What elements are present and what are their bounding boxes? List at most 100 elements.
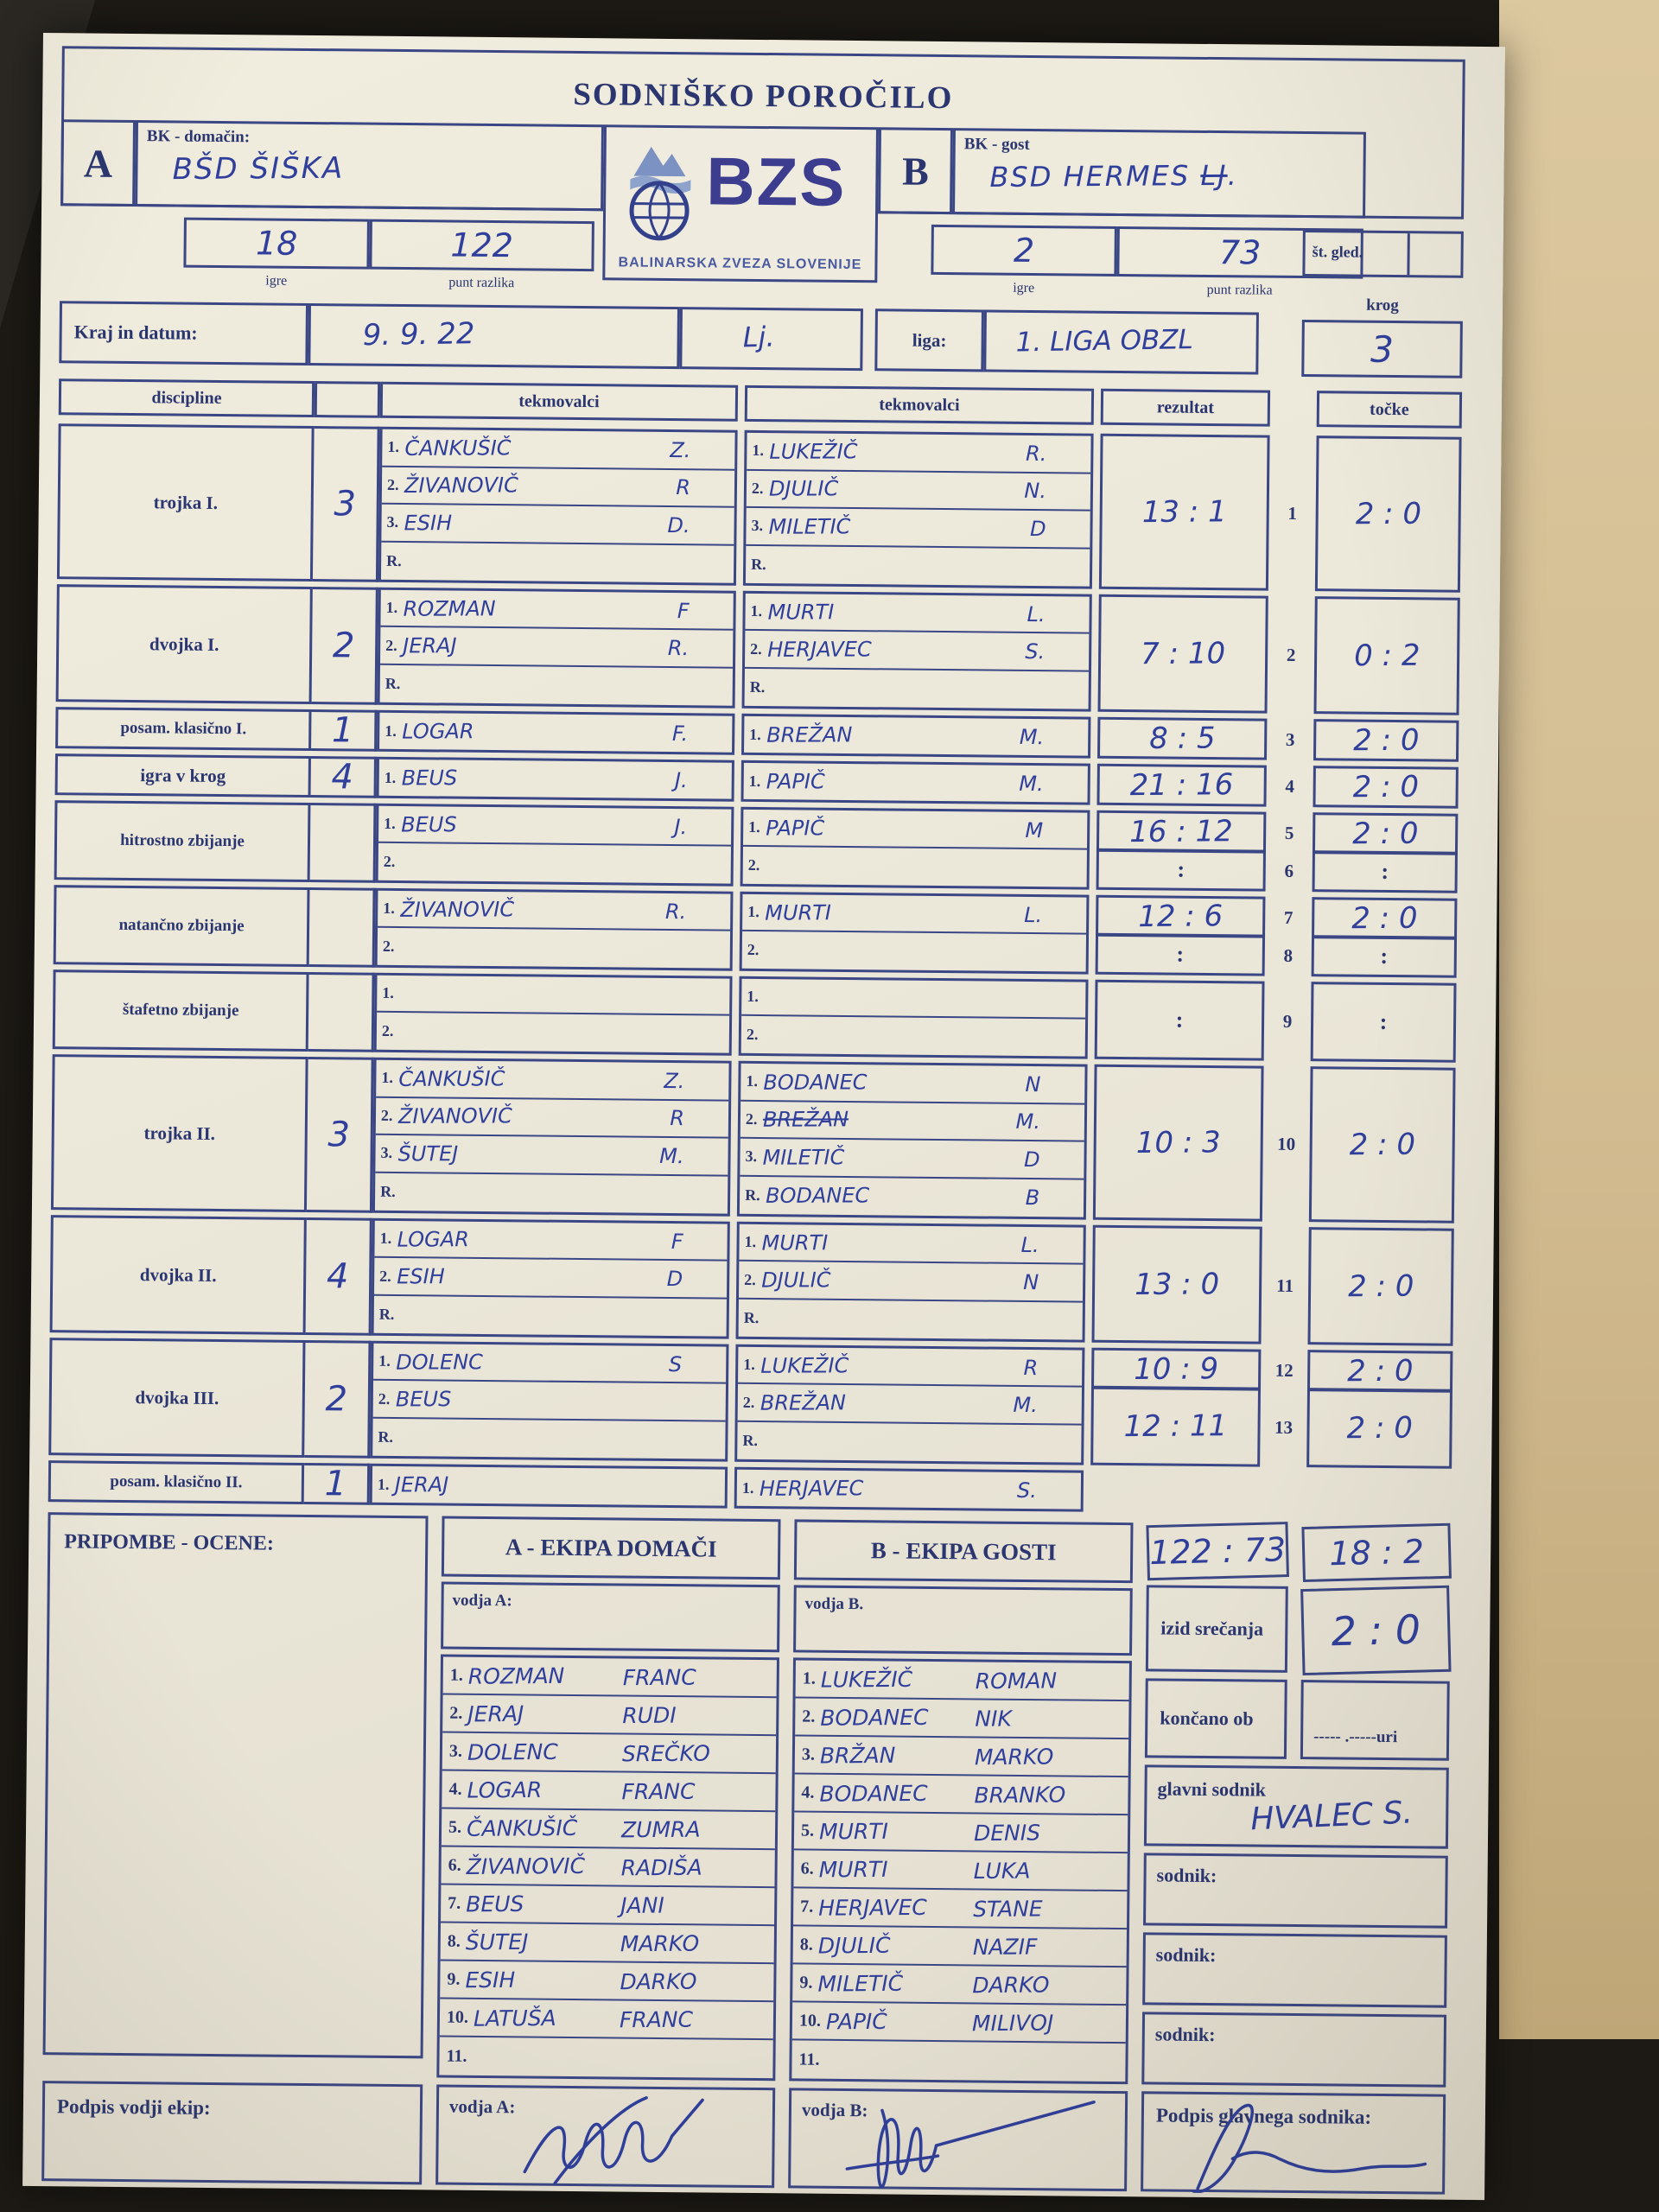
roster-b-player-firstname: NIK: [975, 1705, 1013, 1732]
team-a-player-surname: JERAJ: [402, 633, 457, 658]
roster-b-player-surname: LUKEŽIČ: [820, 1666, 913, 1693]
roster-b-player-surname: PAPIČ: [825, 2008, 887, 2034]
team-b-club-box: BK - gost BSD HERMES LJ.: [952, 128, 1366, 219]
roster-a-player-row: 8. ŠUTEJ MARKO: [440, 1923, 775, 1965]
paper-form: SODNIŠKO POROČILO A BK - domačin: BŠD ŠI…: [22, 33, 1505, 2201]
team-a-player-initial: R: [676, 475, 691, 500]
player-number: 2.: [385, 636, 397, 654]
roster-a-player-firstname: JANI: [620, 1892, 665, 1918]
player-number: 1.: [750, 602, 763, 620]
player-number: 1.: [377, 1475, 390, 1493]
team-b-player-row: R.: [739, 1299, 1083, 1339]
result-column: 10 : 9 12 : 11: [1090, 1347, 1262, 1467]
date-value: 9. 9. 22: [362, 316, 475, 353]
team-a-points-score: 122: [369, 219, 594, 272]
team-a-games-label: igre: [265, 273, 288, 289]
player-number: R.: [385, 674, 401, 692]
roster-a-player-number: 10.: [446, 2007, 469, 2027]
roster-b-player-number: 2.: [802, 1707, 816, 1726]
game-number-column: 2: [1268, 596, 1315, 715]
team-a-players: 1. JERAJ: [369, 1463, 728, 1509]
team-a-player-row: 1. ČANKUŠIČ Z.: [376, 1059, 729, 1102]
captain-b-signature-box: vodja B:: [788, 2088, 1128, 2192]
roster-a-player-firstname: RUDI: [622, 1702, 677, 1728]
player-number: R.: [742, 1431, 758, 1449]
team-b-player-row: 1. BREŽAN M.: [744, 716, 1088, 756]
team-a-players: 1. BEUS J.: [376, 756, 734, 802]
roster-b-player-firstname: DENIS: [974, 1820, 1041, 1846]
player-number: 2.: [379, 1267, 391, 1285]
roster-a-player-surname: LOGAR: [467, 1777, 543, 1803]
roster-b-captain-box: vodja B.: [793, 1585, 1133, 1656]
roster-a-player-row: 1. ROZMAN FRANC: [442, 1656, 777, 1699]
team-b-player-row: 1. PAPIČ M: [742, 809, 1088, 850]
team-a-player-row: 1. ČANKUŠIČ Z.: [382, 429, 735, 471]
roster-b-player-row: 11.: [791, 2040, 1125, 2082]
points-value: 2 : 0: [1347, 1268, 1414, 1305]
place-date-label: Kraj in datum:: [59, 301, 309, 365]
player-number: 1.: [748, 817, 760, 836]
team-b-player-initial: R: [1023, 1355, 1039, 1380]
roster-b-player-firstname: MARKO: [975, 1744, 1054, 1770]
team-b-player-initial: M.: [1015, 1109, 1041, 1135]
team-a-player-surname: ČANKUŠIČ: [404, 435, 512, 461]
discipline-count: [308, 887, 376, 968]
discipline-count: 2: [311, 587, 378, 705]
points-box: 2 : 0: [1313, 766, 1459, 809]
team-a-player-initial: Z.: [664, 1068, 685, 1093]
federation-name: BALINARSKA ZVEZA SLOVENIJE: [618, 255, 862, 273]
discipline-label: dvojka II.: [49, 1215, 307, 1335]
player-number: 3.: [745, 1147, 758, 1166]
roster-a-player-firstname: SREČKO: [622, 1740, 711, 1766]
roster-a-player-firstname: ZUMRA: [621, 1816, 702, 1842]
result-box: 13 : 1: [1098, 433, 1270, 591]
header-tekmovalci-b: tekmovalci: [744, 385, 1095, 425]
team-b-player-initial: M.: [1013, 1392, 1038, 1418]
result-score: 12 : 11: [1123, 1408, 1228, 1445]
team-a-player-row: 2.: [378, 928, 730, 969]
player-number: 1.: [378, 1351, 391, 1370]
team-a-player-initial: M.: [659, 1143, 684, 1168]
roster-a-player-firstname: FRANC: [623, 1664, 697, 1690]
roster-b-player-number: 8.: [799, 1935, 813, 1955]
team-b-players: 1. MURTI L. 2. HERJAVEC S. R.: [741, 590, 1092, 712]
roster-a-player-number: 6.: [448, 1855, 461, 1875]
points-box: :: [1310, 982, 1457, 1063]
player-number: 2.: [747, 940, 760, 958]
team-b-player-row: 2. DJULIČ N.: [746, 470, 1091, 512]
team-b-player-surname: BREŽAN: [766, 722, 852, 747]
roster-b-player-row: 3. BRŽAN MARKO: [794, 1736, 1129, 1778]
points-column: 2 : 0 2 : 0: [1306, 1350, 1453, 1469]
roster-b-player-row: 9. MILETIČ DARKO: [792, 1964, 1127, 2006]
team-b-players: 1. BODANEC N 2. BREŽAN M. 3. MILETIČ D R. BODANEC B: [736, 1060, 1088, 1220]
team-a-club-name: BŠD ŠIŠKA: [172, 150, 345, 188]
match-row: dvojka I. 2 1. ROZMAN F 2. JERAJ R. R. 1. MURTI L. 2…: [55, 584, 1460, 715]
captains-signature-label: Podpis vodji ekip:: [56, 2095, 211, 2119]
game-number-column: 4: [1266, 766, 1313, 808]
result-box: :: [1094, 979, 1265, 1061]
result-score: :: [1176, 941, 1185, 967]
team-b-player-initial: M.: [1019, 771, 1044, 797]
match-row: štafetno zbijanje 1. 2. 1. 2.: 9:: [52, 969, 1457, 1063]
points-value: 0 : 2: [1353, 638, 1421, 674]
team-b-players: 1. BREŽAN M.: [741, 713, 1091, 759]
team-a-player-row: 1. JERAJ: [372, 1466, 725, 1506]
team-a-player-row: 2. BEUS: [372, 1381, 727, 1422]
result-score: 10 : 3: [1135, 1125, 1221, 1161]
result-column: :: [1094, 979, 1265, 1061]
result-score: 10 : 9: [1134, 1351, 1219, 1388]
result-score: 12 : 6: [1138, 899, 1224, 935]
player-number: 2.: [747, 855, 760, 874]
roster-b-player-number: 11.: [798, 2050, 820, 2069]
points-box: 2 : 0: [1314, 435, 1462, 593]
team-b-player-surname: DJULIČ: [760, 1268, 831, 1293]
summary-games-total: 18 : 2: [1301, 1522, 1452, 1583]
federation-logo: BZS BALINARSKA ZVEZA SLOVENIJE: [602, 124, 879, 283]
player-number: R.: [749, 677, 766, 696]
discipline-count: 4: [310, 756, 377, 798]
roster-b-player-number: 5.: [800, 1821, 815, 1840]
team-a-player-surname: BEUS: [400, 811, 457, 836]
league-value: 1. LIGA OBZL: [1015, 324, 1194, 359]
remarks-label: PRIPOMBE - OCENE:: [64, 1530, 275, 1555]
result-score: :: [1177, 856, 1185, 882]
